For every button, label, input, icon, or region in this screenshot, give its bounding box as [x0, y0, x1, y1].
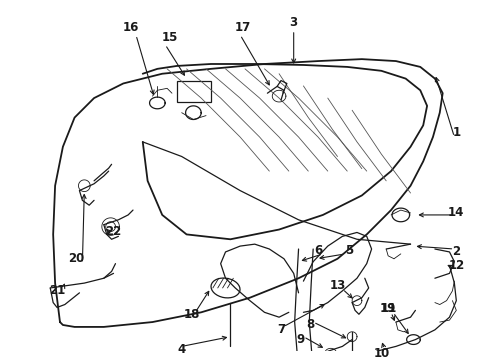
Text: 4: 4 [177, 343, 186, 356]
Text: 15: 15 [162, 31, 178, 44]
Text: 9: 9 [296, 333, 305, 346]
Text: 5: 5 [345, 244, 353, 257]
Text: 7: 7 [277, 323, 285, 336]
Bar [177, 81, 211, 102]
Text: 6: 6 [314, 244, 322, 257]
Text: 22: 22 [105, 225, 122, 238]
Text: 10: 10 [373, 347, 390, 360]
Text: 17: 17 [235, 22, 251, 35]
Text: 12: 12 [448, 259, 465, 272]
Text: 19: 19 [380, 302, 396, 315]
Text: 1: 1 [452, 126, 461, 139]
Text: 2: 2 [452, 246, 461, 258]
Text: 13: 13 [329, 279, 345, 292]
Text: 14: 14 [448, 206, 465, 219]
Text: 21: 21 [49, 284, 65, 297]
Text: 20: 20 [69, 252, 85, 265]
Text: 11: 11 [381, 302, 397, 315]
Text: 8: 8 [306, 319, 315, 332]
Text: 3: 3 [290, 15, 298, 28]
Text: 18: 18 [183, 308, 199, 321]
Text: 16: 16 [123, 22, 139, 35]
